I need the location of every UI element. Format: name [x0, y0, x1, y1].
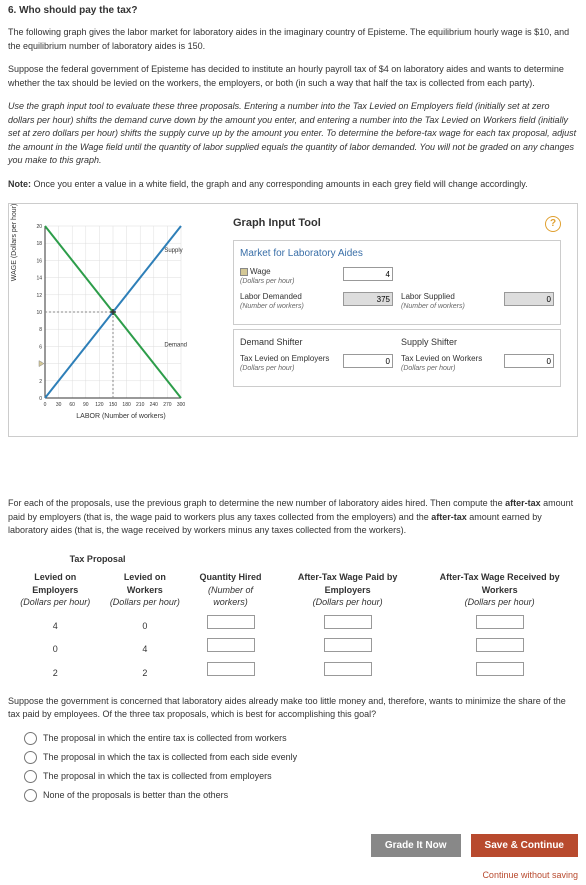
market-panel: Market for Laboratory Aides Wage (Dollar… [233, 240, 561, 325]
svg-text:14: 14 [36, 276, 42, 282]
market-title: Market for Laboratory Aides [240, 247, 554, 261]
table-row: 4 0 [8, 612, 578, 636]
intro-p2: Suppose the federal government of Episte… [8, 63, 578, 90]
table-row: 2 2 [8, 659, 578, 683]
recv-input-0[interactable] [476, 615, 524, 629]
radio-label: The proposal in which the tax is collect… [43, 770, 272, 783]
grade-button[interactable]: Grade It Now [371, 834, 461, 857]
th-paid: After-Tax Wage Paid by Employers(Dollars… [274, 550, 421, 612]
wage-marker-icon [240, 268, 248, 276]
svg-text:60: 60 [69, 402, 75, 408]
radio-label: The proposal in which the entire tax is … [43, 732, 287, 745]
svg-text:30: 30 [56, 402, 62, 408]
chart[interactable]: 0306090120150180210240270300024681012141… [21, 220, 221, 420]
svg-text:150: 150 [109, 402, 118, 408]
labor-supplied-sublabel: (Number of workers) [401, 302, 496, 312]
radio-label: None of the proposals is better than the… [43, 789, 228, 802]
question-2: Suppose the government is concerned that… [8, 695, 578, 722]
svg-text:16: 16 [36, 258, 42, 264]
paid-input-2[interactable] [324, 662, 372, 676]
tax-employers-sublabel: (Dollars per hour) [240, 364, 335, 374]
svg-text:0: 0 [44, 402, 47, 408]
recv-input-2[interactable] [476, 662, 524, 676]
save-continue-button[interactable]: Save & Continue [471, 834, 578, 857]
th-qty: Quantity Hired(Number of workers) [187, 550, 274, 612]
tax-workers-input[interactable] [504, 354, 554, 368]
labor-demanded-label: Labor Demanded [240, 292, 335, 302]
radio-option-3[interactable]: None of the proposals is better than the… [24, 789, 578, 802]
cell-work: 0 [103, 612, 187, 636]
qty-input-2[interactable] [207, 662, 255, 676]
paid-input-1[interactable] [324, 638, 372, 652]
radio-option-2[interactable]: The proposal in which the tax is collect… [24, 770, 578, 783]
radio-group: The proposal in which the entire tax is … [8, 732, 578, 802]
tool-title: Graph Input Tool [233, 216, 321, 231]
qty-input-0[interactable] [207, 615, 255, 629]
th-emp: Levied on Employers(Dollars per hour) [8, 568, 103, 612]
svg-text:10: 10 [36, 310, 42, 316]
radio-option-1[interactable]: The proposal in which the tax is collect… [24, 751, 578, 764]
th-proposal: Tax Proposal [8, 550, 187, 569]
svg-text:2: 2 [39, 379, 42, 385]
svg-text:180: 180 [122, 402, 131, 408]
table-row: 0 4 [8, 635, 578, 659]
cell-emp: 2 [8, 659, 103, 683]
tax-employers-input[interactable] [343, 354, 393, 368]
th-recv: After-Tax Wage Received by Workers(Dolla… [421, 550, 578, 612]
continue-without-saving-link[interactable]: Continue without saving [8, 869, 578, 882]
footer: Grade It Now Save & Continue [8, 826, 578, 865]
labor-supplied-label: Labor Supplied [401, 292, 496, 302]
wage-sublabel: (Dollars per hour) [240, 277, 335, 287]
svg-text:210: 210 [136, 402, 145, 408]
svg-text:12: 12 [36, 293, 42, 299]
results-intro: For each of the proposals, use the previ… [8, 497, 578, 538]
radio-input-0[interactable] [24, 732, 37, 745]
intro-p3: Use the graph input tool to evaluate the… [8, 100, 578, 168]
demand-shifter-title: Demand Shifter [240, 336, 393, 349]
cell-work: 2 [103, 659, 187, 683]
labor-demanded-sublabel: (Number of workers) [240, 302, 335, 312]
question-title: 6. Who should pay the tax? [8, 4, 578, 18]
x-axis-label: LABOR (Number of workers) [76, 412, 165, 422]
wage-label: Wage [250, 267, 271, 276]
svg-text:120: 120 [95, 402, 104, 408]
results-table: Tax Proposal Quantity Hired(Number of wo… [8, 550, 578, 683]
qty-input-1[interactable] [207, 638, 255, 652]
tax-workers-label: Tax Levied on Workers [401, 354, 496, 364]
labor-demanded-output [343, 292, 393, 306]
note: Note: Once you enter a value in a white … [8, 178, 578, 192]
svg-text:18: 18 [36, 241, 42, 247]
wage-input[interactable] [343, 267, 393, 281]
labor-supplied-output [504, 292, 554, 306]
radio-input-2[interactable] [24, 770, 37, 783]
tax-workers-sublabel: (Dollars per hour) [401, 364, 496, 374]
radio-input-3[interactable] [24, 789, 37, 802]
tax-employers-label: Tax Levied on Employers [240, 354, 335, 364]
svg-text:8: 8 [39, 327, 42, 333]
svg-text:Supply: Supply [164, 248, 182, 254]
y-axis-label: WAGE (Dollars per hour) [10, 204, 20, 282]
cell-work: 4 [103, 635, 187, 659]
recv-input-1[interactable] [476, 638, 524, 652]
intro-p1: The following graph gives the labor mark… [8, 26, 578, 53]
radio-option-0[interactable]: The proposal in which the entire tax is … [24, 732, 578, 745]
th-work: Levied on Workers(Dollars per hour) [103, 568, 187, 612]
cell-emp: 4 [8, 612, 103, 636]
radio-input-1[interactable] [24, 751, 37, 764]
paid-input-0[interactable] [324, 615, 372, 629]
svg-text:300: 300 [177, 402, 186, 408]
cell-emp: 0 [8, 635, 103, 659]
help-icon[interactable]: ? [545, 216, 561, 232]
svg-text:20: 20 [36, 224, 42, 230]
supply-shifter-title: Supply Shifter [401, 336, 554, 349]
shifter-panel: Demand Shifter Tax Levied on Employers (… [233, 329, 561, 387]
radio-label: The proposal in which the tax is collect… [43, 751, 297, 764]
svg-text:0: 0 [39, 396, 42, 402]
graph-input-tool: 0306090120150180210240270300024681012141… [8, 203, 578, 437]
svg-text:90: 90 [83, 402, 89, 408]
svg-text:Demand: Demand [164, 342, 187, 348]
svg-text:270: 270 [163, 402, 172, 408]
svg-text:6: 6 [39, 344, 42, 350]
svg-text:240: 240 [150, 402, 159, 408]
